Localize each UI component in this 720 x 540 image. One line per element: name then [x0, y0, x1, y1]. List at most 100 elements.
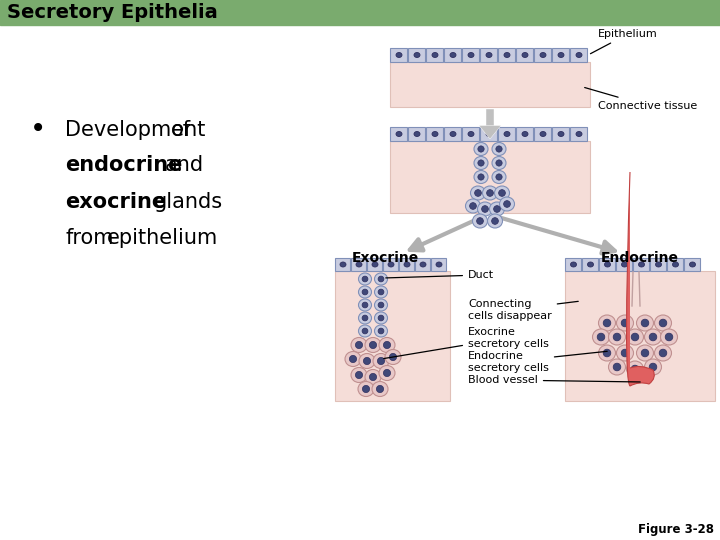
Ellipse shape: [365, 338, 381, 353]
Ellipse shape: [356, 262, 362, 267]
Ellipse shape: [613, 363, 621, 371]
Text: Exocrine: Exocrine: [351, 251, 418, 265]
Bar: [485, 109, 495, 125]
Ellipse shape: [660, 319, 667, 327]
Bar: [0, 0, 720, 25]
Ellipse shape: [478, 146, 484, 152]
Ellipse shape: [540, 132, 546, 137]
Ellipse shape: [469, 202, 477, 210]
Ellipse shape: [349, 355, 356, 362]
Ellipse shape: [570, 262, 577, 267]
Ellipse shape: [626, 361, 644, 377]
Bar: [534, 48, 551, 62]
Ellipse shape: [558, 132, 564, 137]
Ellipse shape: [369, 373, 377, 381]
Ellipse shape: [603, 319, 611, 327]
Ellipse shape: [374, 312, 387, 324]
Text: Connective tissue: Connective tissue: [585, 87, 697, 111]
Bar: [570, 48, 587, 62]
Text: from: from: [65, 228, 114, 248]
Bar: [426, 127, 443, 141]
Ellipse shape: [690, 262, 696, 267]
Ellipse shape: [665, 333, 672, 341]
Ellipse shape: [356, 341, 363, 349]
Ellipse shape: [654, 345, 672, 361]
Ellipse shape: [436, 262, 442, 267]
Ellipse shape: [522, 52, 528, 57]
Ellipse shape: [359, 286, 372, 298]
Bar: [335, 271, 450, 401]
Ellipse shape: [660, 329, 678, 345]
Ellipse shape: [374, 273, 387, 285]
Ellipse shape: [486, 52, 492, 57]
Ellipse shape: [482, 206, 488, 212]
Ellipse shape: [486, 132, 492, 137]
Ellipse shape: [522, 132, 528, 137]
Ellipse shape: [631, 365, 639, 373]
Ellipse shape: [383, 341, 391, 349]
Bar: [498, 48, 515, 62]
Ellipse shape: [649, 333, 657, 341]
Ellipse shape: [500, 197, 515, 211]
Ellipse shape: [390, 353, 397, 361]
Ellipse shape: [603, 349, 611, 357]
Ellipse shape: [660, 349, 667, 357]
Ellipse shape: [540, 52, 546, 57]
Ellipse shape: [631, 333, 639, 341]
Ellipse shape: [636, 315, 654, 331]
Ellipse shape: [474, 157, 488, 170]
Bar: [415, 258, 430, 271]
Ellipse shape: [644, 329, 662, 345]
Bar: [534, 127, 551, 141]
Ellipse shape: [487, 190, 493, 197]
Ellipse shape: [373, 354, 389, 368]
Ellipse shape: [495, 186, 510, 200]
Bar: [444, 127, 461, 141]
Ellipse shape: [374, 286, 387, 298]
Ellipse shape: [487, 214, 503, 228]
Ellipse shape: [482, 186, 498, 200]
Ellipse shape: [492, 157, 506, 170]
Bar: [444, 48, 461, 62]
Ellipse shape: [379, 338, 395, 353]
Ellipse shape: [362, 302, 368, 308]
Ellipse shape: [372, 381, 388, 396]
Ellipse shape: [621, 262, 628, 267]
Ellipse shape: [504, 52, 510, 57]
Ellipse shape: [503, 201, 510, 207]
Ellipse shape: [490, 202, 505, 216]
Bar: [667, 258, 683, 271]
Text: exocrine: exocrine: [65, 192, 166, 212]
Ellipse shape: [374, 299, 387, 311]
Ellipse shape: [496, 160, 502, 166]
Text: epithelium: epithelium: [107, 228, 218, 248]
Bar: [408, 127, 425, 141]
Ellipse shape: [468, 132, 474, 137]
Ellipse shape: [598, 345, 616, 361]
Text: of: of: [171, 120, 192, 140]
Bar: [390, 127, 407, 141]
Ellipse shape: [605, 262, 611, 267]
Ellipse shape: [470, 186, 485, 200]
Ellipse shape: [644, 359, 662, 375]
Text: •: •: [30, 115, 46, 143]
Ellipse shape: [655, 262, 662, 267]
Ellipse shape: [636, 345, 654, 361]
Ellipse shape: [362, 289, 368, 295]
Ellipse shape: [558, 52, 564, 57]
Bar: [462, 127, 479, 141]
Ellipse shape: [432, 132, 438, 137]
Ellipse shape: [613, 333, 621, 341]
Ellipse shape: [496, 174, 502, 180]
Ellipse shape: [365, 369, 381, 384]
Text: Epithelium: Epithelium: [590, 29, 658, 53]
Text: and: and: [164, 155, 204, 175]
Text: endocrine: endocrine: [65, 155, 182, 175]
Bar: [599, 258, 615, 271]
Polygon shape: [479, 125, 501, 139]
Ellipse shape: [404, 262, 410, 267]
Text: Blood vessel: Blood vessel: [468, 375, 640, 385]
Ellipse shape: [378, 328, 384, 334]
Ellipse shape: [374, 325, 387, 337]
Ellipse shape: [608, 329, 626, 345]
